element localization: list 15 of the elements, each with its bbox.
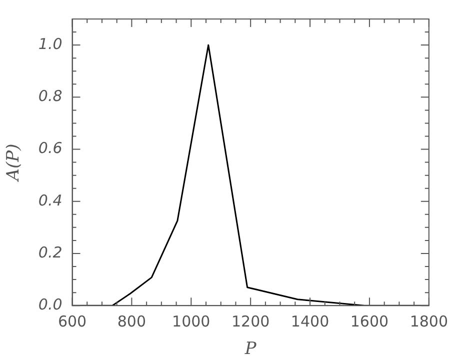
x-tick-label: 1400 xyxy=(290,312,330,330)
y-tick-label: 0.4 xyxy=(38,191,62,210)
y-tick-label: 0.0 xyxy=(38,295,62,314)
y-tick-label: 0.6 xyxy=(38,139,62,158)
x-tick-label: 1800 xyxy=(410,312,448,330)
x-tick-label: 800 xyxy=(117,312,146,330)
y-tick-label: 0.8 xyxy=(38,87,62,106)
y-tick-label: 1.0 xyxy=(38,34,62,53)
x-axis-title: P xyxy=(244,339,257,360)
y-tick-label: 0.2 xyxy=(38,243,62,262)
x-tick-label: 1000 xyxy=(172,312,210,330)
x-tick-label: 1200 xyxy=(231,312,270,330)
x-tick-label: 600 xyxy=(58,312,87,330)
y-axis-title: A(P) xyxy=(4,144,24,183)
x-tick-label: 1600 xyxy=(350,312,389,330)
